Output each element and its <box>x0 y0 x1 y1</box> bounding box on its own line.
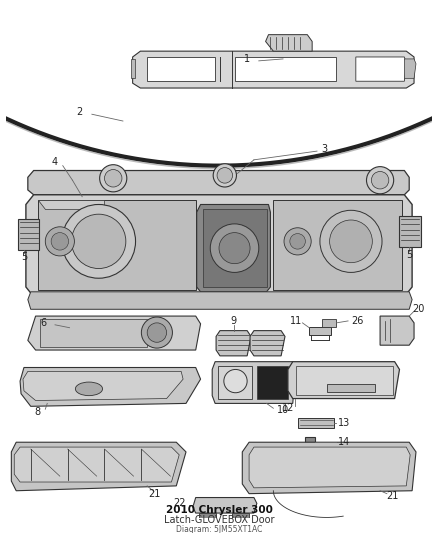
Circle shape <box>290 233 305 249</box>
Polygon shape <box>147 57 215 81</box>
Bar <box>309 327 331 335</box>
Text: 3: 3 <box>321 144 328 154</box>
Polygon shape <box>249 447 410 488</box>
Polygon shape <box>296 366 393 394</box>
Text: 21: 21 <box>386 490 399 500</box>
Circle shape <box>224 369 247 393</box>
Circle shape <box>71 214 126 269</box>
Circle shape <box>99 165 127 192</box>
Text: 2: 2 <box>76 107 82 117</box>
Polygon shape <box>28 171 409 195</box>
Text: 26: 26 <box>352 316 364 326</box>
Text: 21: 21 <box>148 489 160 499</box>
Polygon shape <box>356 57 406 81</box>
Text: 10: 10 <box>277 405 289 415</box>
Circle shape <box>62 205 135 278</box>
Polygon shape <box>20 368 201 406</box>
Text: 5: 5 <box>21 252 27 262</box>
Ellipse shape <box>75 382 102 395</box>
Bar <box>198 513 216 521</box>
Bar <box>297 418 335 427</box>
Circle shape <box>367 167 394 194</box>
Bar <box>218 366 252 399</box>
Polygon shape <box>38 200 103 209</box>
Bar <box>257 366 288 399</box>
Polygon shape <box>273 200 403 290</box>
Polygon shape <box>216 330 251 356</box>
Text: Latch-GLOVEBOX Door: Latch-GLOVEBOX Door <box>164 515 274 525</box>
Text: 12: 12 <box>282 403 294 413</box>
Polygon shape <box>11 442 186 491</box>
Text: 11: 11 <box>290 316 302 326</box>
Text: Diagram: 5JM55XT1AC: Diagram: 5JM55XT1AC <box>176 524 262 533</box>
Polygon shape <box>202 209 267 287</box>
Bar <box>399 216 421 247</box>
Polygon shape <box>40 319 147 347</box>
Circle shape <box>371 172 389 189</box>
Polygon shape <box>242 442 416 494</box>
Text: 22: 22 <box>173 498 185 508</box>
Polygon shape <box>234 57 336 81</box>
Polygon shape <box>404 59 416 78</box>
Polygon shape <box>380 316 414 345</box>
Polygon shape <box>131 59 134 78</box>
Text: 4: 4 <box>52 157 58 167</box>
Polygon shape <box>26 195 412 297</box>
Circle shape <box>213 164 237 187</box>
Polygon shape <box>265 35 312 51</box>
Bar <box>327 384 375 392</box>
Circle shape <box>141 317 173 348</box>
Text: 20: 20 <box>413 304 425 314</box>
Circle shape <box>51 232 69 250</box>
Circle shape <box>45 227 74 256</box>
Text: 1: 1 <box>244 54 250 64</box>
Polygon shape <box>197 205 270 292</box>
Text: 6: 6 <box>40 318 46 328</box>
Polygon shape <box>212 362 296 403</box>
Circle shape <box>217 167 233 183</box>
Circle shape <box>219 232 250 264</box>
Text: 9: 9 <box>230 316 237 326</box>
Bar <box>322 319 336 327</box>
Bar <box>18 219 39 250</box>
Text: 8: 8 <box>35 407 41 417</box>
Circle shape <box>147 323 166 342</box>
Circle shape <box>105 169 122 187</box>
Polygon shape <box>288 362 399 399</box>
Text: 13: 13 <box>338 418 350 428</box>
Bar <box>305 438 315 447</box>
Polygon shape <box>193 497 257 513</box>
Circle shape <box>330 220 372 263</box>
Text: 2010 Chrysler 300: 2010 Chrysler 300 <box>166 505 272 515</box>
Bar <box>232 513 249 521</box>
Polygon shape <box>28 292 412 309</box>
Polygon shape <box>250 330 285 356</box>
Circle shape <box>284 228 311 255</box>
Text: 14: 14 <box>338 437 350 447</box>
Polygon shape <box>38 200 196 290</box>
Polygon shape <box>23 372 183 400</box>
Text: 5: 5 <box>406 250 412 260</box>
Circle shape <box>210 224 259 272</box>
Polygon shape <box>28 316 201 350</box>
Circle shape <box>320 211 382 272</box>
Polygon shape <box>133 51 414 88</box>
Polygon shape <box>14 447 179 482</box>
